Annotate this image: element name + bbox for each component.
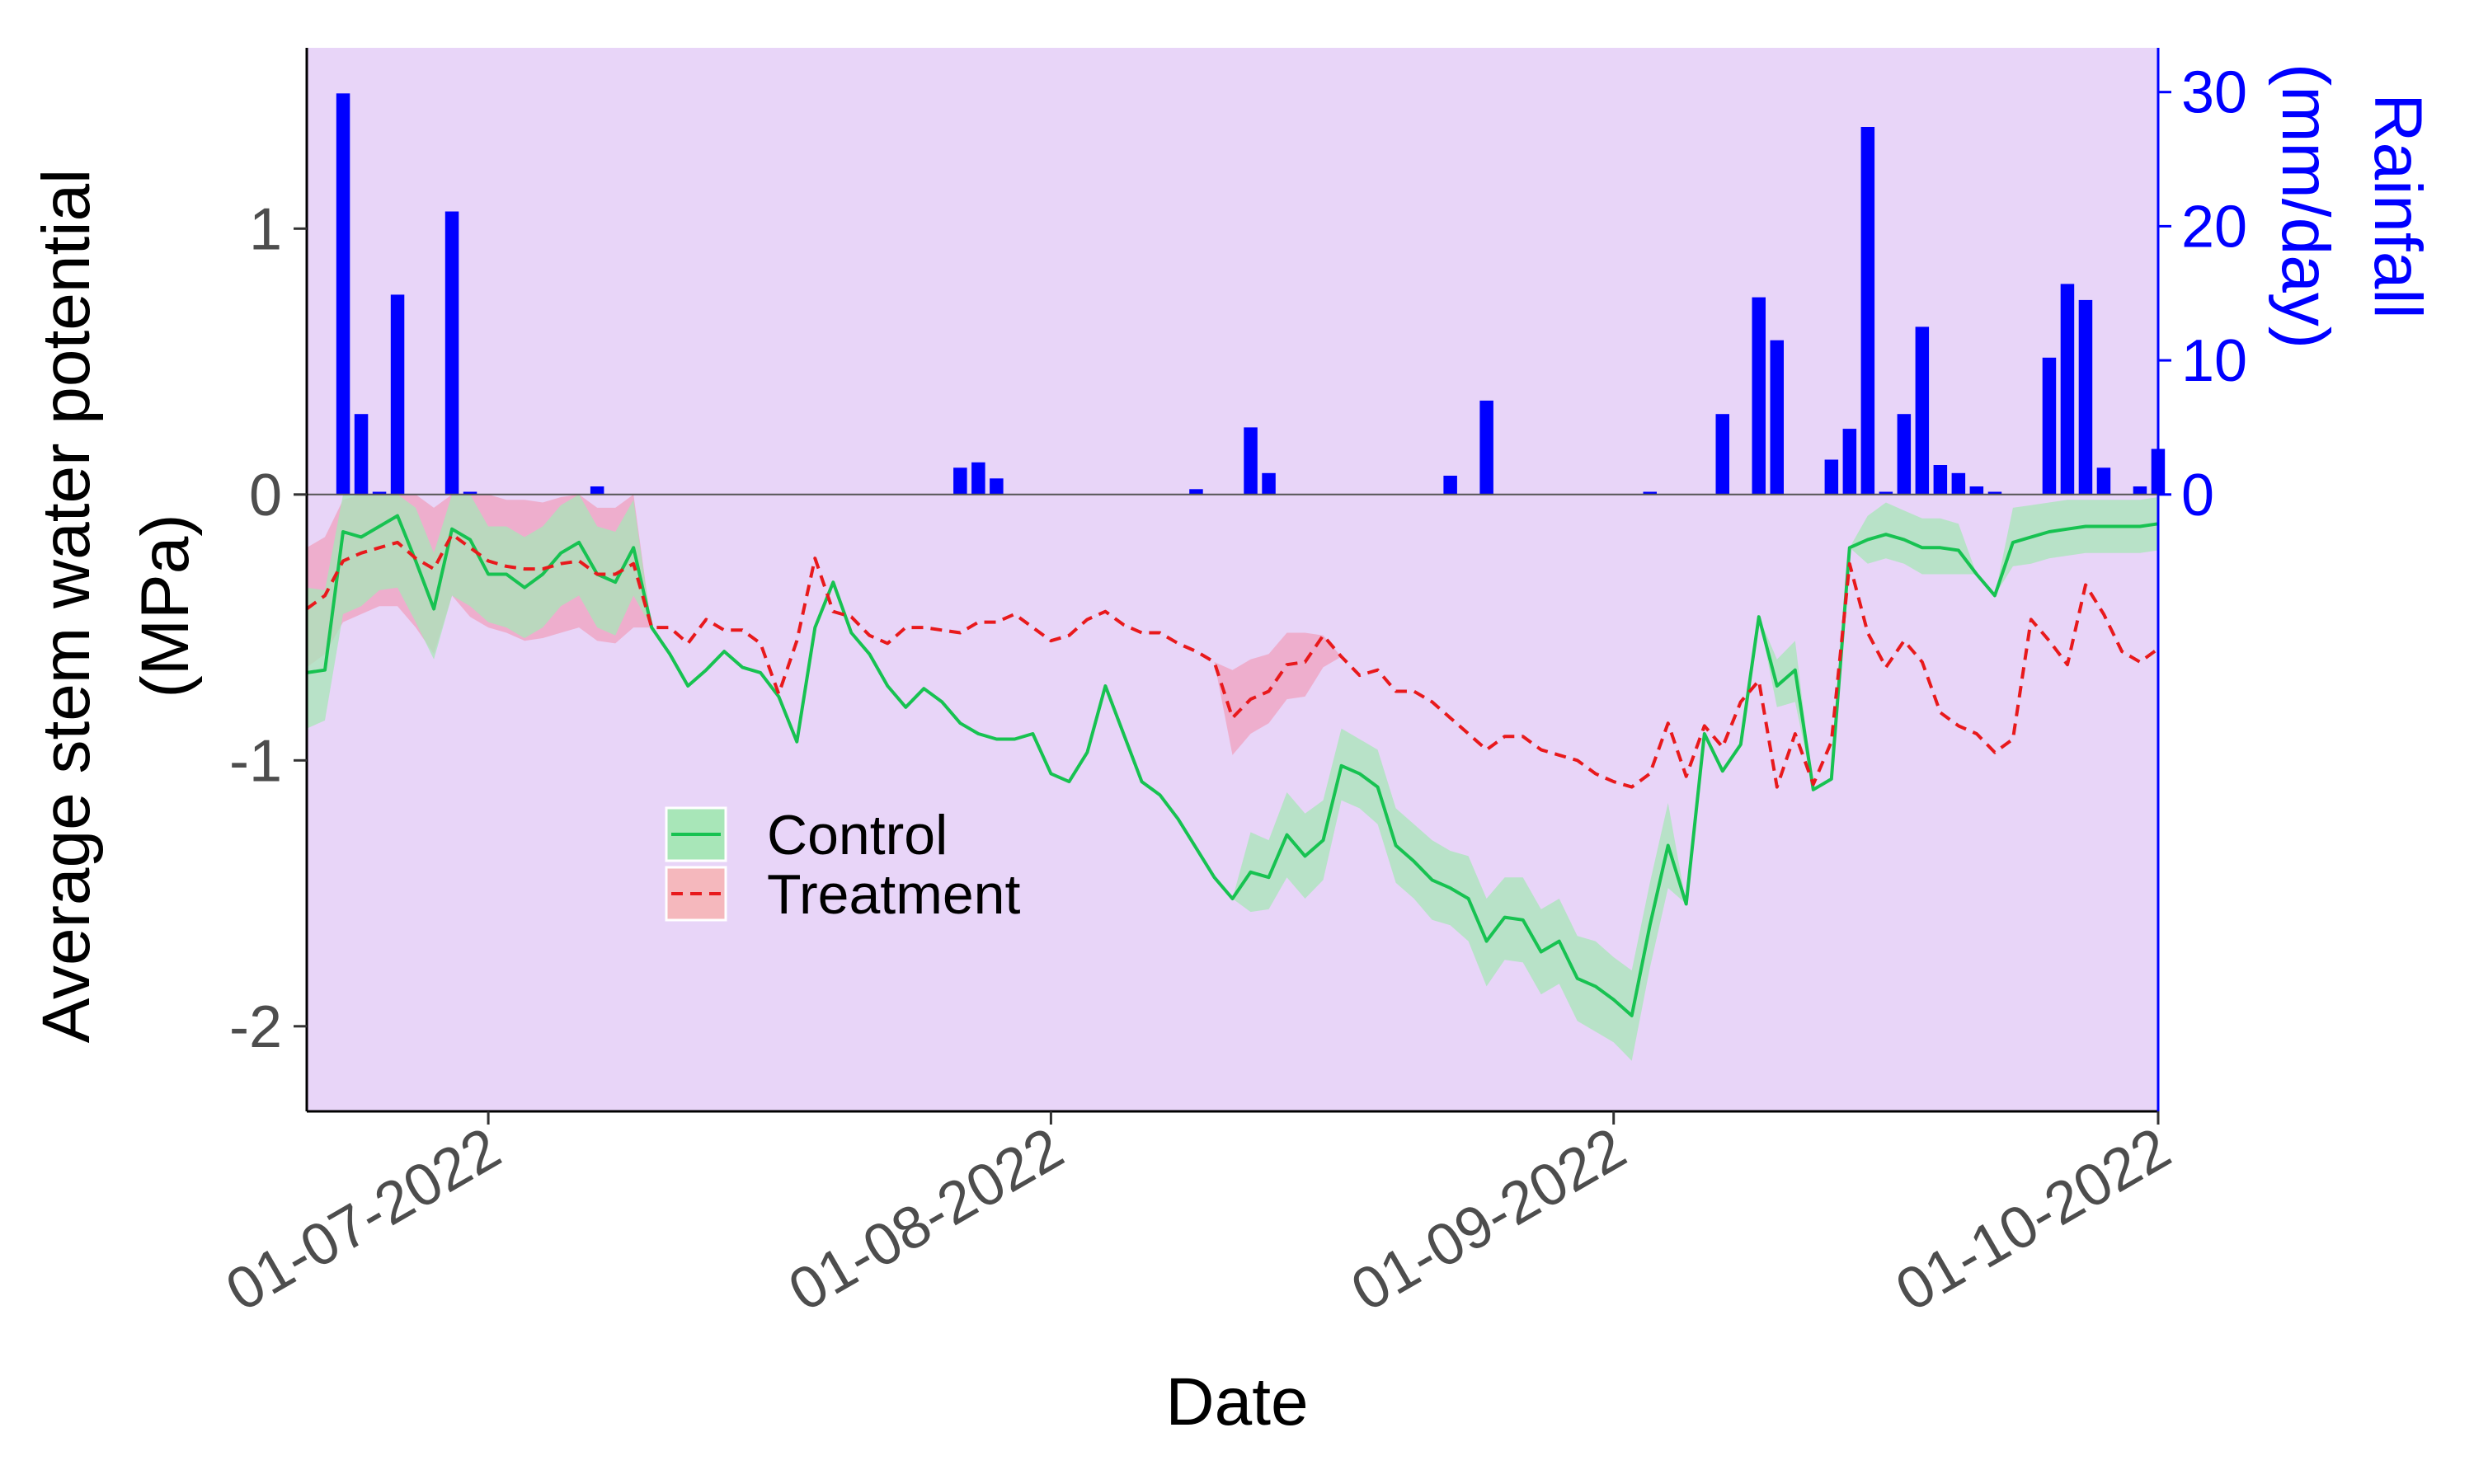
rain-bar [1752,297,1766,495]
y-tick-label: 1 [249,196,282,262]
legend-label-treatment: Treatment [767,863,1020,926]
x-tick-label: 01-08-2022 [778,1115,1074,1324]
rain-bar [2078,299,2093,495]
rain-bar [1969,486,1984,495]
rain-bar [990,478,1004,495]
rain-bar [372,491,387,495]
rain-bar [590,486,604,495]
rain-bar [1951,472,1966,495]
rain-bar [1479,400,1493,495]
y2-tick-label: 20 [2181,194,2247,260]
y2-axis-ticks: 0 10 20 30 [2158,60,2247,528]
rain-bar [1643,491,1657,495]
x-tick-label: 01-10-2022 [1885,1115,2181,1324]
rain-bar [1262,472,1276,495]
rain-bar [1933,465,1948,495]
x-axis-title: Date [1165,1364,1308,1439]
rain-bar [390,294,405,495]
rain-bar [2060,284,2075,495]
rain-bar [2133,486,2147,495]
rain-bar [1842,429,1857,495]
band-control [307,494,2158,1061]
rain-bar [1715,414,1729,495]
legend-label-control: Control [767,804,948,866]
y-tick-label: 0 [249,463,282,528]
rain-bar [1860,127,1875,495]
rain-bar [1443,476,1457,495]
rain-bar [953,467,967,495]
rain-bar [463,491,477,495]
rain-bar [336,93,350,495]
rain-bar [1987,491,2002,495]
y-axis-ticks: 1 0 -1 -2 [229,196,307,1060]
rain-bar [1824,459,1839,495]
rain-bar [2096,467,2111,495]
y-axis-title-line-1: Average stem water potential [29,169,104,1044]
uncertainty-bands [307,494,2158,1061]
rain-bar [444,211,459,495]
x-tick-label: 01-07-2022 [215,1115,511,1324]
series-line-control [306,514,2159,1017]
rain-bar [1244,427,1258,495]
rain-bar [354,414,369,495]
legend: Control Treatment [665,804,1020,926]
rain-bar [1770,340,1784,495]
y-tick-label: -1 [229,728,282,794]
rain-bar [1897,414,1912,495]
y-tick-label: -2 [229,994,282,1060]
series-line-treatment [305,533,2160,789]
y2-tick-label: 0 [2181,463,2214,528]
rain-bar [1879,491,1893,495]
series-lines [305,514,2160,1017]
y2-axis-title-line-1: Rainfall [2360,93,2435,318]
y2-tick-label: 10 [2181,328,2247,394]
band-treatment [307,494,2158,787]
x-axis-ticks: 01-07-2022 01-08-2022 01-09-2022 01-10-2022 [215,1111,2181,1324]
y2-axis-title-line-2: (mm/day) [2268,63,2343,349]
rain-bar [1189,489,1203,495]
x-tick-label: 01-09-2022 [1341,1115,1637,1324]
y-axis-title-line-2: (MPa) [128,514,203,697]
y2-tick-label: 30 [2181,60,2247,126]
rain-bar [971,462,985,495]
rain-bar [1915,326,1930,495]
rainfall-bars [336,93,2166,495]
rain-bar [2042,357,2057,495]
